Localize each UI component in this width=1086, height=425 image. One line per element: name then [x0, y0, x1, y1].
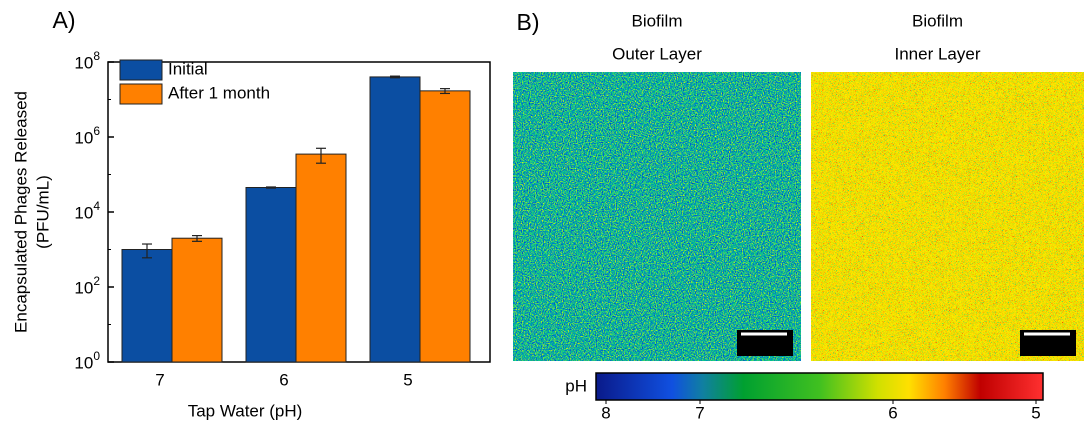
- colorbar: [595, 372, 1044, 401]
- x-tick-label: 7: [155, 370, 164, 389]
- legend-swatch: [119, 59, 163, 81]
- colorbar-tick-label: 5: [1031, 403, 1040, 422]
- y-tick-label: 100: [74, 349, 100, 372]
- colorbar-tick-label: 8: [601, 403, 610, 422]
- y-tick-label: 104: [74, 199, 100, 222]
- bar: [121, 249, 173, 363]
- error-bar: [390, 75, 400, 79]
- x-tick-label: 5: [403, 370, 412, 389]
- error-bar: [266, 186, 276, 189]
- image-title: Outer Layer: [612, 44, 702, 63]
- error-bar: [142, 243, 152, 259]
- y-axis-label-line: Encapsulated Phages Released: [11, 91, 30, 333]
- y-tick-label: 102: [74, 274, 100, 297]
- legend-label: Initial: [168, 59, 208, 78]
- bar: [171, 237, 223, 363]
- y-tick-label: 106: [74, 124, 100, 147]
- bar: [419, 90, 471, 363]
- colorbar-tick-label: 7: [695, 403, 704, 422]
- image-title: Biofilm: [912, 11, 963, 30]
- error-bar: [316, 147, 326, 164]
- y-axis-label: Encapsulated Phages Released (PFU/mL): [11, 91, 52, 333]
- error-bar: [440, 88, 450, 95]
- bar: [245, 187, 297, 363]
- panel-label: A): [53, 7, 76, 33]
- bar: [369, 76, 421, 363]
- legend-swatch: [119, 83, 163, 105]
- y-axis-label-line: (PFU/mL): [33, 175, 52, 249]
- x-axis-label: Tap Water (pH): [188, 401, 303, 420]
- legend-label: After 1 month: [168, 83, 270, 102]
- image-title: Inner Layer: [895, 44, 981, 63]
- panel-b: Biofilm Outer Layer 50 µm Biofilm Inner Laye…: [513, 11, 1084, 422]
- panel-label: B): [517, 9, 540, 35]
- colorbar-tick-label: 6: [888, 403, 897, 422]
- x-tick-label: 6: [279, 370, 288, 389]
- colorbar-label: pH: [565, 376, 587, 395]
- micrograph: [811, 72, 1084, 361]
- micrograph: [513, 72, 801, 361]
- bar: [295, 153, 347, 363]
- scale-bar-label: 50 µm: [740, 335, 789, 354]
- image-title: Biofilm: [631, 11, 682, 30]
- error-bar: [192, 234, 202, 242]
- y-tick-label: 108: [74, 49, 100, 72]
- scale-bar-label: 50 µm: [1023, 335, 1072, 354]
